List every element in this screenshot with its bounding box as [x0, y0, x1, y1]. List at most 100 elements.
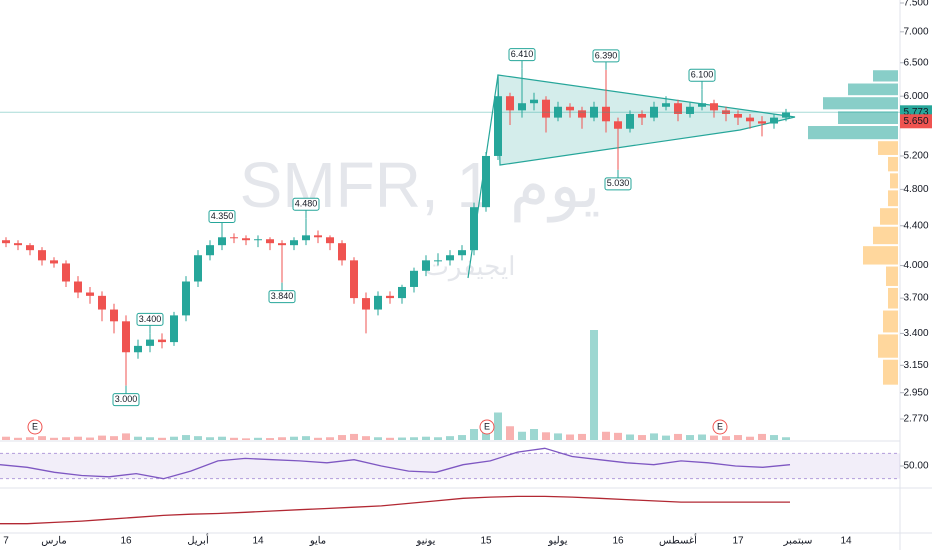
volume-bar: [2, 436, 10, 440]
x-tick-label: أغسطس: [659, 534, 697, 547]
price-label-box: [900, 114, 932, 129]
volume-bar: [338, 435, 346, 440]
y-tick-label: 3.400: [903, 328, 928, 339]
candle-body: [458, 250, 466, 256]
candle-body: [86, 292, 94, 296]
candle-body: [554, 106, 562, 118]
volume-bar: [782, 437, 790, 440]
candle-body: [50, 260, 58, 264]
volume-bar: [518, 431, 526, 440]
event-label: E: [484, 421, 490, 431]
x-tick-label: 16: [612, 536, 624, 547]
y-tick-label: 4.400: [903, 220, 928, 231]
y-tick-label: 4.800: [903, 184, 928, 195]
event-label: E: [32, 421, 38, 431]
volume-bar: [242, 438, 250, 440]
volume-bar: [98, 435, 106, 440]
candle-body: [530, 99, 538, 104]
volume-bar: [386, 437, 394, 440]
volume-bar: [182, 435, 190, 440]
volume-profile-bar: [838, 111, 898, 125]
candle-body: [494, 96, 502, 156]
volume-bar: [122, 433, 130, 440]
volume-bar: [410, 437, 418, 440]
candle-body: [326, 237, 334, 244]
volume-profile-bar: [873, 226, 898, 245]
candle-body: [350, 260, 358, 299]
volume-profile-bar: [886, 266, 898, 286]
price-label: 5.773: [903, 107, 928, 118]
candle-body: [482, 155, 490, 208]
volume-profile-bar: [888, 287, 898, 309]
candle-body: [470, 207, 478, 251]
candle-body: [302, 235, 310, 241]
candle-body: [686, 106, 694, 114]
candle-body: [614, 121, 622, 129]
candle-body: [158, 339, 166, 343]
volume-bar: [362, 436, 370, 440]
candle-body: [650, 106, 658, 118]
volume-profile-bar: [878, 141, 898, 155]
volume-bar: [62, 437, 70, 440]
x-tick-label: 15: [480, 536, 492, 547]
volume-bar: [650, 433, 658, 440]
volume-bar: [74, 436, 82, 440]
annotation-box: [268, 290, 296, 304]
volume-bar: [326, 437, 334, 440]
volume-profile-bar: [888, 190, 898, 207]
volume-profile-bar: [873, 70, 898, 82]
candle-body: [578, 110, 586, 118]
indicator-line: [0, 495, 790, 525]
candle-body: [722, 110, 730, 114]
watermark-title: SMFR, 1 يوم: [240, 149, 601, 223]
volume-bar: [554, 433, 562, 440]
candle-body: [290, 240, 298, 246]
annotation-box: [688, 68, 716, 82]
event-marker: [27, 419, 43, 435]
x-tick-label: سبتمبر: [783, 536, 813, 547]
annotation-box: [208, 210, 236, 224]
volume-bar: [686, 435, 694, 440]
volume-bar: [14, 437, 22, 440]
candle-body: [74, 281, 82, 293]
candle-body: [314, 235, 322, 238]
volume-bar: [170, 436, 178, 440]
candle-body: [218, 237, 226, 246]
volume-profile-bar: [888, 156, 898, 172]
volume-bar: [770, 435, 778, 440]
x-tick-label: مارس: [41, 536, 66, 547]
candle-body: [38, 250, 46, 261]
volume-bar: [578, 433, 586, 440]
candle-body: [770, 117, 778, 124]
y-tick-label: 5.200: [903, 151, 928, 162]
candle-body: [2, 240, 10, 244]
volume-bar: [278, 437, 286, 440]
volume-bar: [374, 437, 382, 440]
candle-body: [590, 106, 598, 118]
candle-body: [662, 103, 670, 107]
annotation-label: 3.400: [139, 314, 162, 324]
annotation-box: [292, 197, 320, 211]
candle-body: [758, 121, 766, 124]
volume-bar: [230, 437, 238, 440]
candle-body: [698, 103, 706, 107]
candle-body: [134, 345, 142, 353]
candle-body: [194, 255, 202, 282]
candle-body: [14, 243, 22, 246]
candle-body: [746, 117, 754, 122]
volume-bar: [26, 437, 34, 440]
volume-bar: [254, 437, 262, 440]
x-tick-label: 14: [840, 536, 852, 547]
annotation-label: 5.030: [607, 178, 630, 188]
y-tick-label: 7.500: [903, 0, 928, 9]
candle-body: [122, 321, 130, 353]
candle-body: [374, 295, 382, 310]
band-fill: [0, 453, 900, 479]
candle-body: [506, 96, 514, 111]
x-tick-label: يونيو: [416, 536, 436, 547]
y-tick-label: 6.000: [903, 91, 928, 102]
annotation-box: [592, 49, 620, 63]
candle-body: [182, 281, 190, 316]
volume-bar: [398, 437, 406, 440]
candle-body: [242, 238, 250, 241]
